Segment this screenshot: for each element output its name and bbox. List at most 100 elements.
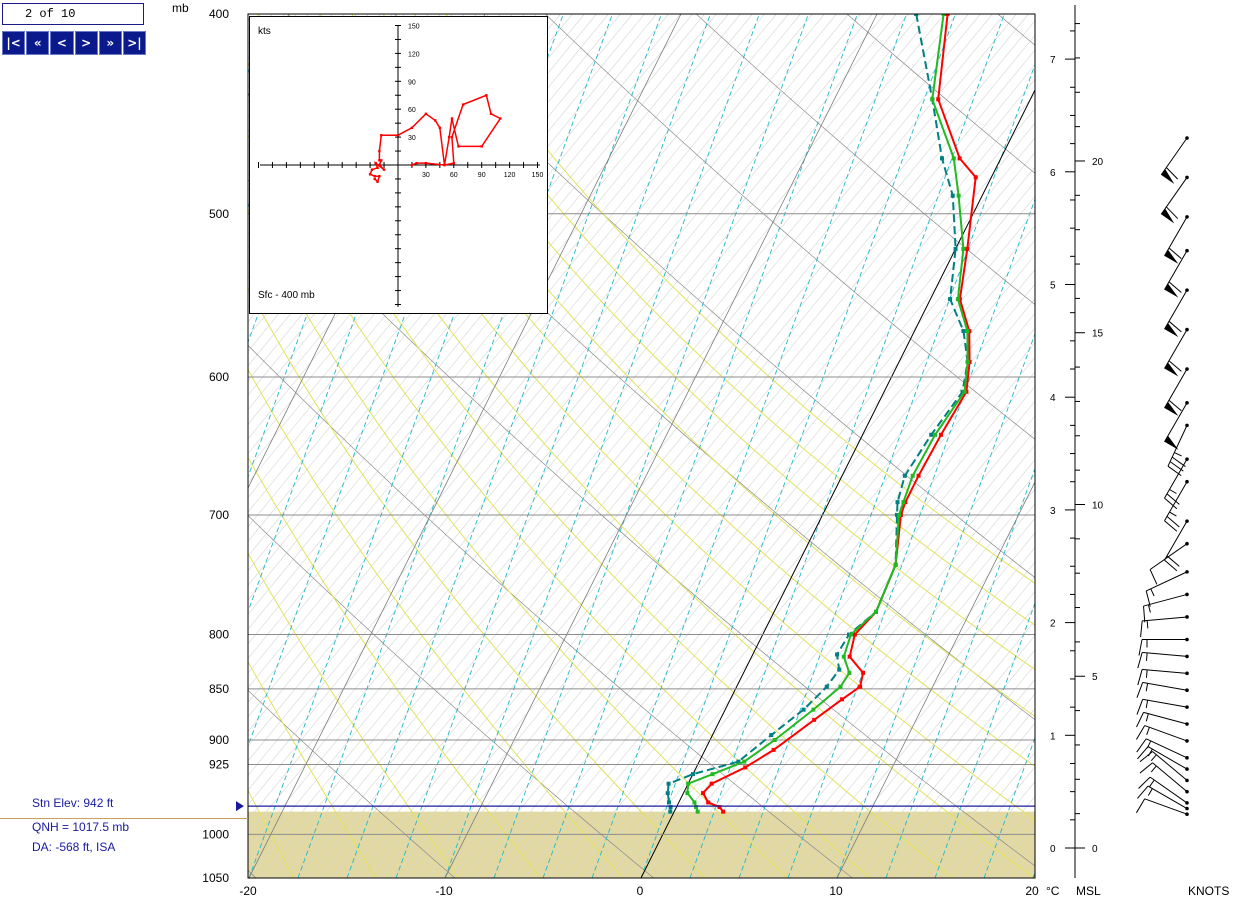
hodograph-point xyxy=(380,134,383,137)
pressure-tick-900: 900 xyxy=(209,733,229,747)
wind-barb xyxy=(1167,423,1189,477)
hatch-line xyxy=(955,781,1035,878)
isotherm xyxy=(1229,14,1250,878)
plot-area xyxy=(0,14,1250,878)
last-frame-button[interactable]: >| xyxy=(122,31,147,55)
hatch-line xyxy=(799,590,1035,878)
profile-point xyxy=(965,246,970,251)
hatch-line xyxy=(248,14,285,59)
mixing-ratio-line xyxy=(248,14,466,613)
hodograph-point xyxy=(457,145,460,148)
profile-point xyxy=(847,654,852,659)
dry-adiabat xyxy=(1149,14,1250,878)
isotherm xyxy=(836,481,1035,878)
hatch-line xyxy=(0,14,200,878)
next-frame-button[interactable]: > xyxy=(74,31,98,55)
hatch-line xyxy=(248,14,273,45)
hatch-line xyxy=(763,547,1035,878)
moist-adiabat xyxy=(248,456,541,878)
km-label-2: 2 xyxy=(1050,619,1056,630)
profile-point xyxy=(936,97,941,102)
kft-label-0: 0 xyxy=(1092,844,1098,855)
hatch-line xyxy=(248,14,261,30)
hatch-line xyxy=(0,14,188,878)
profile-point xyxy=(769,733,774,738)
moist-adiabat xyxy=(248,368,624,878)
profile-point xyxy=(953,246,958,251)
hatch-line xyxy=(248,14,861,762)
pressure-tick-400: 400 xyxy=(209,7,229,21)
hodograph-point xyxy=(374,161,377,165)
isotherm xyxy=(248,14,290,97)
profile-point xyxy=(701,791,706,796)
hatch-line xyxy=(248,14,909,820)
kft-label-10: 10 xyxy=(1092,500,1104,511)
profile-point xyxy=(665,791,670,796)
profile-line-0 xyxy=(701,14,977,813)
hatch-line xyxy=(859,664,1035,878)
hatch-line xyxy=(979,810,1035,878)
temp-tick--10: -10 xyxy=(435,884,453,898)
hatch-line xyxy=(248,14,741,616)
mixing-ratio-line xyxy=(493,14,809,878)
moist-adiabat xyxy=(248,660,377,878)
hatch-line xyxy=(691,459,1035,878)
hatch-line xyxy=(0,14,80,878)
hatch-line xyxy=(248,14,705,572)
profile-point xyxy=(835,652,840,657)
hodo-x-label: 90 xyxy=(478,172,486,179)
mixing-ratio-line xyxy=(248,14,564,878)
profile-point xyxy=(962,389,967,394)
hatch-line xyxy=(727,503,1035,878)
hatch-line xyxy=(931,751,1035,878)
profile-point xyxy=(668,809,673,814)
km-label-5: 5 xyxy=(1050,281,1056,292)
hodograph-point xyxy=(378,149,381,153)
hatch-line xyxy=(295,14,1005,878)
profile-point xyxy=(861,670,866,675)
hatch-line xyxy=(571,312,1035,878)
profile-point xyxy=(895,500,900,505)
profile-point xyxy=(685,791,690,796)
hodograph-point xyxy=(373,177,376,181)
hatch-line xyxy=(0,14,164,878)
hodograph-layer-label: Sfc - 400 mb xyxy=(258,290,315,301)
profile-point xyxy=(736,759,741,764)
pressure-tick-700: 700 xyxy=(209,508,229,522)
hatch-line xyxy=(403,108,1035,878)
hatch-line xyxy=(248,14,921,835)
qnh-readout: QNH = 1017.5 mb xyxy=(32,820,130,834)
hatch-line xyxy=(547,283,1035,878)
rewind-button[interactable]: « xyxy=(26,31,50,55)
wind-barb xyxy=(1137,746,1189,771)
hatch-line xyxy=(379,78,1035,878)
moist-adiabat xyxy=(248,552,459,878)
pressure-tick-925: 925 xyxy=(209,758,229,772)
wind-barb xyxy=(1164,401,1189,450)
hatch-line xyxy=(271,14,981,878)
profile-point xyxy=(902,473,907,478)
wind-barb xyxy=(1145,570,1189,607)
hatch-line xyxy=(0,14,140,878)
hatch-line xyxy=(248,14,669,528)
hatch-line xyxy=(248,14,825,718)
previous-frame-button[interactable]: < xyxy=(50,31,74,55)
hatch-line xyxy=(1124,14,1250,878)
fast-forward-button[interactable]: » xyxy=(98,31,122,55)
frame-navigation: |< « < > » >| xyxy=(2,31,147,55)
hodograph-point xyxy=(452,161,455,165)
pressure-tick-850: 850 xyxy=(209,682,229,696)
first-frame-button[interactable]: |< xyxy=(2,31,26,55)
profile-point xyxy=(945,14,950,16)
hatch-line xyxy=(0,14,236,878)
profile-point xyxy=(771,747,776,752)
profile-point xyxy=(838,684,843,689)
mixing-ratio-line xyxy=(0,14,171,878)
hatch-line xyxy=(883,693,1035,878)
profile-point xyxy=(901,500,906,505)
temp-tick-0: 0 xyxy=(637,884,644,898)
hodograph-point xyxy=(480,145,483,148)
wind-barb xyxy=(1139,762,1189,794)
mixing-ratio-line xyxy=(787,197,1035,878)
hodograph-point xyxy=(370,168,374,171)
